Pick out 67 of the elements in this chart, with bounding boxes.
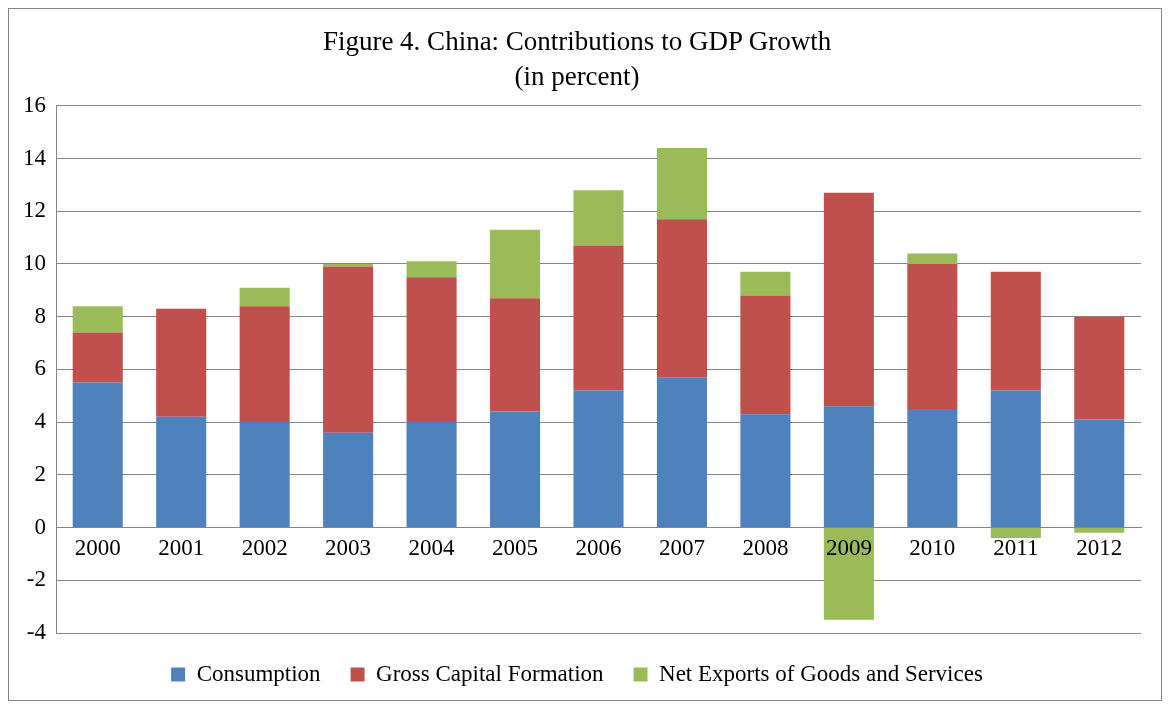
chart-title: Figure 4. China: Contributions to GDP Growth [322,26,832,57]
y-tick-label: 6 [34,355,46,381]
legend-label: Gross Capital Formation [376,660,605,686]
bar [907,408,958,528]
bar [406,277,457,423]
bar [323,266,374,433]
bar [823,192,874,407]
legend-label: Net Exports of Goods and Services [659,660,983,686]
bar [406,422,457,528]
bar [740,295,791,415]
bar [990,528,1041,539]
bar [156,308,207,417]
x-tick-label: 2008 [742,535,789,561]
bar [740,271,791,296]
bar [656,377,707,528]
x-tick-label: 2009 [825,535,872,561]
bar [1074,419,1125,528]
bar [156,416,207,528]
bar [490,229,541,299]
bar [1074,528,1125,533]
bar [239,306,290,423]
legend-label: Consumption [196,660,322,686]
y-tick-label: 4 [34,408,47,434]
bar [72,382,123,528]
x-tick-label: 2007 [658,535,705,561]
bar [239,422,290,528]
x-tick-label: 2001 [158,535,205,561]
y-tick-label: 2 [34,460,46,486]
bar [907,263,958,409]
bar [72,306,123,333]
bar [323,263,374,267]
bar [656,147,707,220]
bar [990,390,1041,528]
bar [656,219,707,378]
x-tick-label: 2010 [909,535,956,561]
bar [573,390,624,528]
x-tick-label: 2002 [241,535,288,561]
x-tick-label: 2012 [1076,535,1123,561]
y-tick-label: 16 [23,91,46,117]
y-tick-label: 10 [23,250,46,276]
bar [323,432,374,528]
y-tick-label: -4 [26,619,47,645]
y-tick-label: -2 [26,566,46,592]
bar [490,298,541,412]
chart-subtitle: (in percent) [514,60,640,91]
x-tick-label: 2006 [575,535,622,561]
x-tick-label: 2000 [74,535,121,561]
bar [490,411,541,528]
y-tick-label: 8 [34,302,46,328]
bar [907,253,958,264]
y-tick-label: 14 [23,144,47,170]
y-tick-label: 0 [34,513,46,539]
bar [406,261,457,278]
y-tick-label: 12 [23,197,46,223]
bar [239,287,290,307]
bar [72,332,123,383]
bar [990,271,1041,391]
x-tick-label: 2004 [408,535,456,561]
x-tick-label: 2011 [993,535,1039,561]
bar [823,528,874,620]
x-tick-label: 2003 [325,535,372,561]
x-tick-label: 2005 [492,535,539,561]
bar [823,406,874,528]
bar [740,414,791,528]
bar [1074,316,1125,420]
bar [573,245,624,391]
bar [573,190,624,246]
